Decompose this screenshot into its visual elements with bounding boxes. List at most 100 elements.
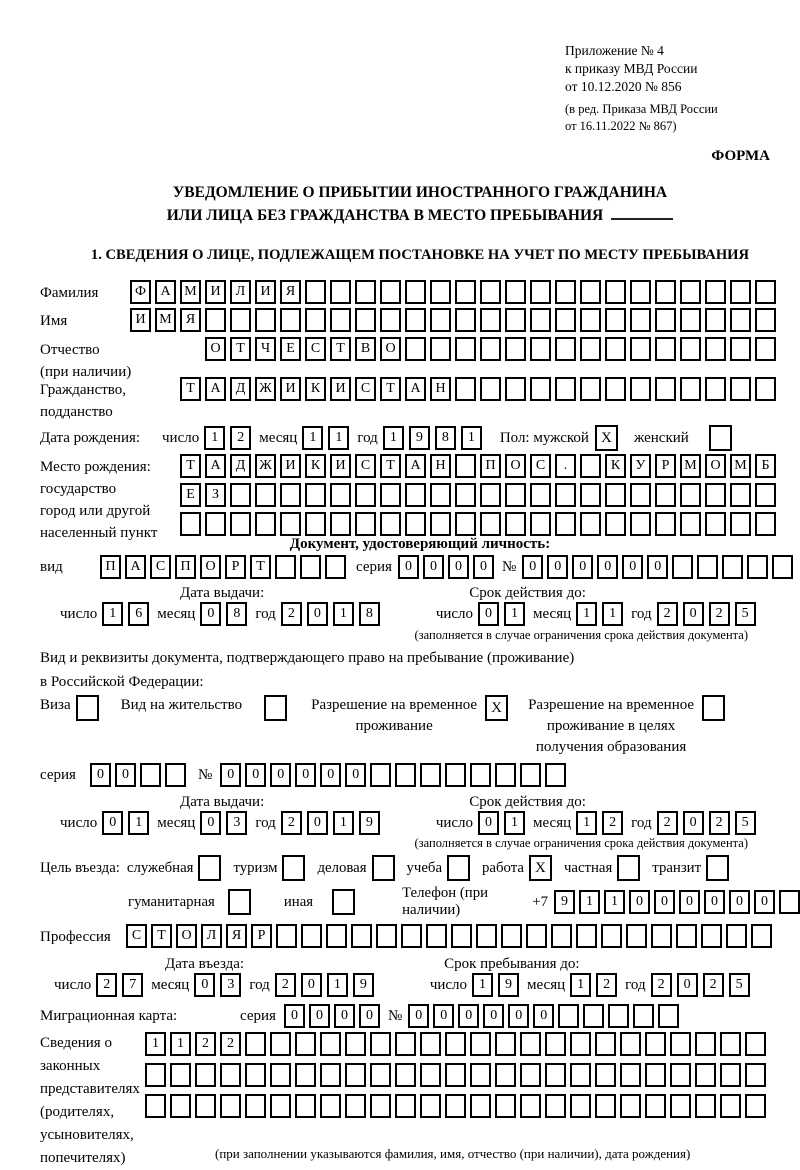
char-cell[interactable] (220, 1063, 241, 1087)
char-cell[interactable] (695, 1063, 716, 1087)
char-cell[interactable] (420, 1032, 441, 1056)
temp-residence-education-checkbox[interactable] (702, 695, 726, 721)
char-cell[interactable] (530, 337, 551, 361)
char-cell[interactable]: 9 (554, 890, 575, 914)
char-cell[interactable]: 0 (270, 763, 292, 787)
char-cell[interactable]: 1 (504, 602, 526, 626)
char-cell[interactable] (420, 763, 442, 787)
char-cell[interactable]: И (280, 454, 301, 478)
char-cell[interactable]: 0 (306, 602, 328, 626)
char-cell[interactable]: П (100, 555, 121, 579)
char-cell[interactable] (583, 1004, 605, 1028)
char-cell[interactable] (330, 308, 351, 332)
char-cell[interactable] (655, 512, 676, 536)
char-cell[interactable] (580, 337, 601, 361)
char-cell[interactable]: 1 (460, 426, 482, 450)
char-cell[interactable]: 0 (397, 555, 419, 579)
char-cell[interactable] (505, 483, 526, 507)
char-cell[interactable]: 1 (472, 973, 494, 997)
char-cell[interactable]: 2 (220, 1032, 241, 1056)
char-cell[interactable] (395, 1063, 416, 1087)
sex-female-checkbox[interactable] (708, 425, 732, 451)
char-cell[interactable] (680, 308, 701, 332)
char-cell[interactable]: 2 (280, 811, 302, 835)
char-cell[interactable]: 1 (570, 973, 592, 997)
char-cell[interactable] (505, 337, 526, 361)
char-cell[interactable]: 0 (295, 763, 317, 787)
char-cell[interactable]: 0 (89, 763, 111, 787)
char-cell[interactable]: К (305, 454, 326, 478)
char-cell[interactable] (295, 1063, 316, 1087)
char-cell[interactable]: А (125, 555, 146, 579)
char-cell[interactable] (280, 308, 301, 332)
char-cell[interactable] (779, 890, 800, 914)
char-cell[interactable]: 1 (145, 1032, 166, 1056)
char-cell[interactable] (275, 555, 296, 579)
purpose-private-checkbox[interactable] (617, 855, 641, 881)
char-cell[interactable]: 5 (734, 602, 756, 626)
birth-place-boxes-3[interactable] (180, 512, 776, 536)
representatives-boxes-3[interactable] (145, 1094, 766, 1118)
char-cell[interactable]: 1 (102, 602, 124, 626)
char-cell[interactable] (697, 555, 719, 579)
char-cell[interactable] (205, 308, 226, 332)
char-cell[interactable]: 0 (194, 973, 216, 997)
char-cell[interactable] (245, 1094, 266, 1118)
char-cell[interactable] (576, 924, 597, 948)
char-cell[interactable] (730, 483, 751, 507)
char-cell[interactable] (445, 1094, 466, 1118)
char-cell[interactable] (230, 483, 251, 507)
char-cell[interactable] (705, 308, 726, 332)
char-cell[interactable]: А (205, 377, 226, 401)
char-cell[interactable] (722, 555, 744, 579)
char-cell[interactable] (605, 483, 626, 507)
char-cell[interactable]: 0 (676, 973, 698, 997)
char-cell[interactable]: 0 (478, 811, 500, 835)
char-cell[interactable]: Т (250, 555, 271, 579)
char-cell[interactable]: 0 (358, 1004, 380, 1028)
char-cell[interactable] (580, 454, 601, 478)
char-cell[interactable] (480, 483, 501, 507)
char-cell[interactable] (745, 1094, 766, 1118)
char-cell[interactable] (680, 377, 701, 401)
char-cell[interactable] (405, 337, 426, 361)
char-cell[interactable]: 0 (245, 763, 267, 787)
char-cell[interactable]: 2 (230, 426, 252, 450)
char-cell[interactable]: 2 (280, 602, 302, 626)
char-cell[interactable]: О (380, 337, 401, 361)
char-cell[interactable]: 1 (332, 811, 354, 835)
char-cell[interactable] (355, 483, 376, 507)
char-cell[interactable]: Т (180, 377, 201, 401)
char-cell[interactable]: П (175, 555, 196, 579)
char-cell[interactable] (380, 308, 401, 332)
char-cell[interactable]: Д (230, 377, 251, 401)
char-cell[interactable] (405, 483, 426, 507)
char-cell[interactable] (526, 924, 547, 948)
char-cell[interactable]: М (180, 280, 201, 304)
representatives-boxes-2[interactable] (145, 1063, 766, 1087)
char-cell[interactable]: Т (330, 337, 351, 361)
char-cell[interactable] (630, 308, 651, 332)
char-cell[interactable]: 0 (654, 890, 675, 914)
char-cell[interactable]: 2 (656, 602, 678, 626)
char-cell[interactable]: 0 (729, 890, 750, 914)
char-cell[interactable] (220, 1094, 241, 1118)
visa-checkbox[interactable] (75, 695, 99, 721)
char-cell[interactable]: 0 (458, 1004, 480, 1028)
char-cell[interactable] (630, 512, 651, 536)
char-cell[interactable]: И (280, 377, 301, 401)
char-cell[interactable]: Р (225, 555, 246, 579)
char-cell[interactable] (555, 377, 576, 401)
char-cell[interactable] (695, 1032, 716, 1056)
char-cell[interactable] (670, 1063, 691, 1087)
char-cell[interactable] (570, 1063, 591, 1087)
char-cell[interactable]: 1 (579, 890, 600, 914)
char-cell[interactable] (376, 924, 397, 948)
char-cell[interactable]: Р (251, 924, 272, 948)
